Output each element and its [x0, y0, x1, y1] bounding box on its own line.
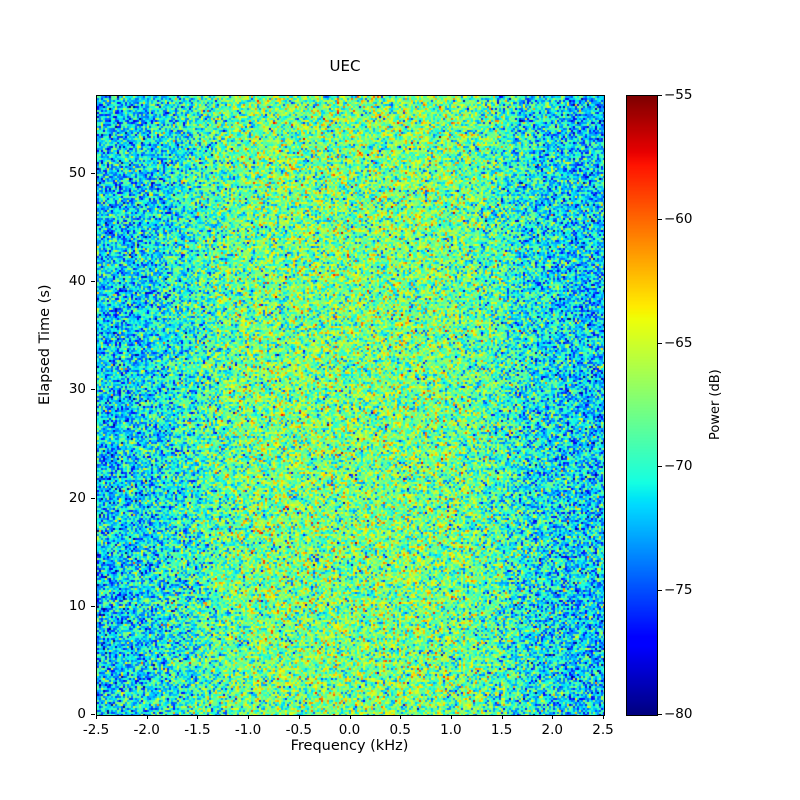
title-station: UEC [329, 57, 361, 75]
colorbar-label: Power (dB) [708, 369, 723, 440]
y-tick-label: 20 [68, 489, 86, 506]
colorbar-tick-mark [658, 590, 662, 592]
colorbar-tick-label: −80 [664, 706, 693, 722]
y-tick-label: 50 [68, 164, 86, 181]
x-axis-label: Frequency (kHz) [290, 738, 409, 754]
spectrogram-image [97, 96, 604, 715]
power-colorbar [626, 95, 658, 716]
colorbar-tick-label: −75 [664, 582, 693, 599]
colorbar-tick-label: −65 [664, 334, 693, 351]
colorbar-tick-label: −70 [664, 458, 693, 475]
x-tick-label: 2.5 [592, 722, 614, 738]
x-tick-mark [501, 715, 503, 719]
x-tick-mark [603, 715, 604, 719]
colorbar-tick-mark [658, 714, 662, 715]
x-tick-mark [552, 715, 554, 719]
colorbar-tick-mark [658, 218, 662, 220]
x-tick-label: -1.0 [234, 722, 262, 738]
x-tick-label: -2.5 [82, 722, 110, 738]
x-tick-label: -2.0 [133, 722, 160, 738]
x-tick-mark [298, 715, 300, 719]
colorbar-tick-mark [658, 342, 662, 344]
x-tick-mark [400, 715, 402, 719]
spectrogram-axes [96, 95, 605, 716]
x-tick-mark [349, 715, 351, 719]
y-tick-label: 10 [68, 597, 86, 614]
colorbar-tick-mark [658, 95, 662, 96]
colorbar-tick-mark [658, 466, 662, 468]
x-tick-label: -1.5 [184, 722, 211, 738]
y-tick-label: 30 [68, 381, 86, 398]
colorbar-tick-label: −55 [664, 87, 693, 103]
y-tick-mark [91, 497, 95, 499]
x-tick-label: 0.5 [389, 722, 411, 738]
y-axis-label: Elapsed Time (s) [37, 284, 53, 405]
x-tick-mark [450, 715, 452, 719]
y-tick-mark [91, 605, 95, 607]
y-tick-mark [91, 714, 95, 715]
y-tick-label: 0 [77, 706, 86, 722]
colorbar-tick-label: −60 [664, 210, 693, 227]
y-tick-mark [91, 172, 95, 174]
x-tick-mark [96, 715, 97, 719]
x-tick-label: 0.0 [338, 722, 361, 738]
x-tick-label: 1.0 [440, 722, 462, 738]
x-tick-mark [197, 715, 199, 719]
y-tick-label: 40 [68, 273, 86, 290]
x-tick-label: 1.5 [490, 722, 513, 738]
x-tick-label: 2.0 [541, 722, 564, 738]
x-tick-label: -0.5 [285, 722, 312, 738]
x-tick-mark [248, 715, 250, 719]
colorbar-gradient [627, 96, 657, 715]
x-tick-mark [146, 715, 148, 719]
y-tick-mark [91, 389, 95, 391]
y-tick-mark [91, 281, 95, 283]
